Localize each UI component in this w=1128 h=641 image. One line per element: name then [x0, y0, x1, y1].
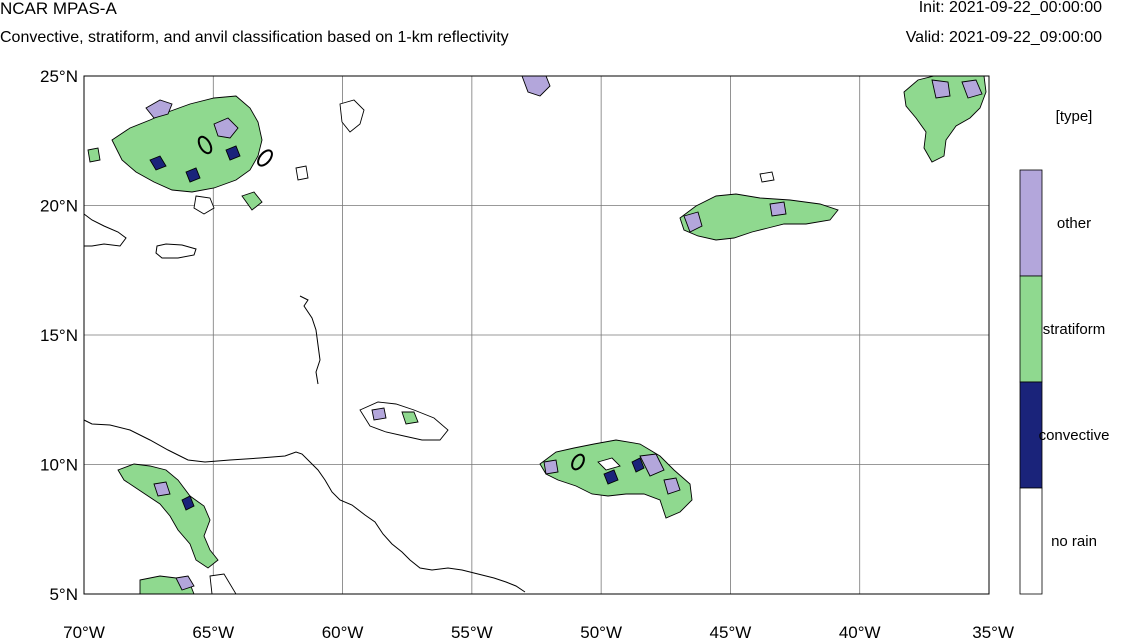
precip-features	[87, 75, 987, 595]
colorbar-swatch-no-rain	[1019, 487, 1043, 595]
lat-tick-label: 10°N	[40, 456, 78, 475]
precip-convective-area	[185, 167, 201, 183]
precip-stratiform-area	[241, 191, 263, 211]
precip-stratiform-area	[87, 147, 101, 163]
precip-outline	[295, 165, 309, 181]
precip-other-area	[639, 453, 665, 477]
precip-convective-area	[603, 469, 619, 485]
precip-convective-area	[181, 495, 195, 511]
precip-other-area	[175, 575, 195, 591]
colorbar-label: other	[1057, 215, 1091, 232]
precip-outline	[571, 453, 585, 471]
lat-tick-label: 20°N	[40, 197, 78, 216]
precip-other-area	[371, 407, 387, 421]
colorbar-swatch-stratiform	[1019, 275, 1043, 383]
colorbar-labels: other stratiform convective no rain	[1039, 215, 1110, 550]
lon-tick-label: 40°W	[839, 623, 881, 641]
coastline-south-america	[83, 419, 526, 593]
colorbar-label: stratiform	[1043, 321, 1106, 338]
precip-other-area	[543, 459, 559, 475]
valid-time: Valid: 2021-09-22_09:00:00	[905, 29, 1102, 46]
lat-tick-label: 15°N	[40, 326, 78, 345]
legend-title: [type]	[1056, 108, 1093, 125]
map-frame	[83, 75, 990, 595]
colorbar-label: no rain	[1051, 533, 1097, 550]
coastline-antilles-chain	[299, 295, 321, 385]
colorbar-swatch-other	[1019, 169, 1043, 277]
precip-other-area	[769, 201, 787, 217]
precip-convective-area	[225, 145, 241, 161]
lon-tick-label: 35°W	[972, 623, 1014, 641]
plot-subtitle: Convective, stratiform, and anvil classi…	[0, 29, 509, 46]
lon-tick-label: 65°W	[192, 623, 234, 641]
lon-tick-label: 55°W	[451, 623, 493, 641]
precip-convective-area	[631, 457, 645, 473]
longitude-tick-labels: 70°W 65°W 60°W 55°W 50°W 45°W 40°W 35°W	[63, 623, 1014, 641]
lat-tick-label: 25°N	[40, 67, 78, 86]
precip-other-area	[663, 477, 681, 495]
colorbar-label: convective	[1039, 427, 1110, 444]
precip-stratiform-area	[679, 193, 839, 241]
lon-tick-label: 45°W	[710, 623, 752, 641]
precip-outline	[759, 171, 775, 183]
coastlines	[83, 213, 526, 593]
lon-tick-label: 70°W	[63, 623, 105, 641]
precip-convective-area	[149, 155, 167, 171]
plot-title: NCAR MPAS-A	[0, 0, 117, 18]
precip-stratiform-area	[117, 463, 219, 569]
coastline-puerto-rico	[155, 243, 197, 259]
precip-other-area	[145, 99, 173, 119]
colorbar-boxes	[1019, 169, 1043, 595]
precip-outline	[339, 99, 365, 133]
precip-outline	[597, 457, 621, 471]
lon-tick-label: 50°W	[580, 623, 622, 641]
init-time: Init: 2021-09-22_00:00:00	[918, 0, 1102, 16]
precip-other-area	[683, 211, 703, 233]
latitude-tick-labels: 25°N 20°N 15°N 10°N 5°N	[40, 67, 78, 604]
precip-other-area	[213, 117, 239, 139]
precip-other-area	[153, 481, 171, 497]
precip-other-area	[961, 79, 983, 99]
lon-tick-label: 60°W	[322, 623, 364, 641]
lat-tick-label: 5°N	[49, 585, 78, 604]
coastline-hispaniola	[83, 213, 127, 247]
precip-outline	[209, 573, 237, 595]
precip-stratiform-area	[401, 411, 419, 425]
precip-outline	[193, 195, 215, 215]
precip-other-area	[931, 79, 951, 99]
precip-outline	[197, 135, 213, 155]
precip-outline	[257, 149, 273, 167]
